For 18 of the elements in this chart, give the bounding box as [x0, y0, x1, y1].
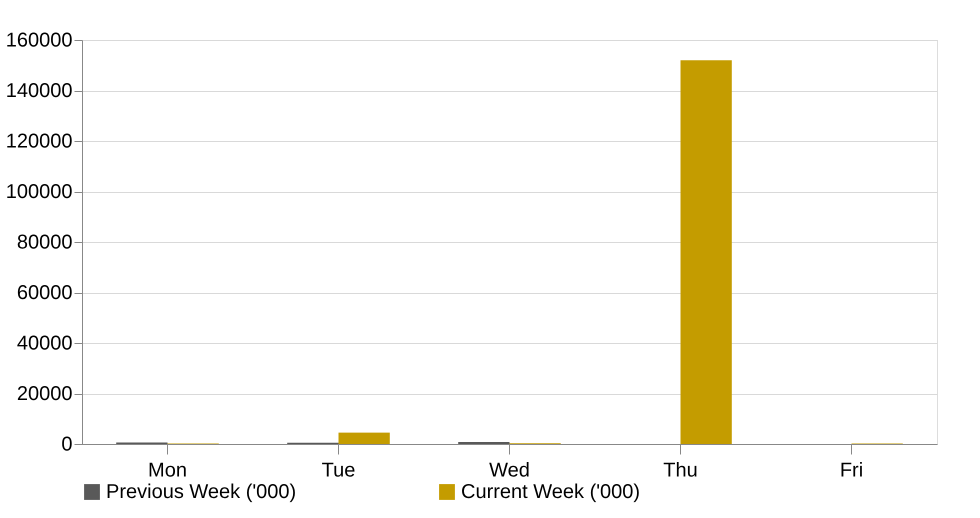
y-tick-label: 40000 — [16, 332, 72, 354]
bar — [680, 60, 732, 444]
bar — [338, 432, 390, 444]
y-tick-label: 120000 — [6, 130, 72, 152]
y-tick-label: 100000 — [6, 181, 72, 203]
x-tick-label: Wed — [489, 460, 530, 482]
legend-label: Current Week ('000) — [461, 481, 640, 503]
y-tick-label: 160000 — [6, 30, 72, 52]
x-tick-label: Tue — [322, 460, 356, 482]
y-tick-label: 140000 — [6, 80, 72, 102]
x-tick-label: Mon — [148, 460, 187, 482]
y-tick-label: 20000 — [16, 383, 72, 405]
x-tick-label: Fri — [840, 460, 864, 482]
y-tick-label: 80000 — [16, 232, 72, 254]
x-tick-label: Thu — [663, 460, 698, 482]
legend-label: Previous Week ('000) — [106, 481, 296, 503]
y-tick-label: 60000 — [16, 282, 72, 304]
y-tick-label: 0 — [61, 434, 72, 456]
